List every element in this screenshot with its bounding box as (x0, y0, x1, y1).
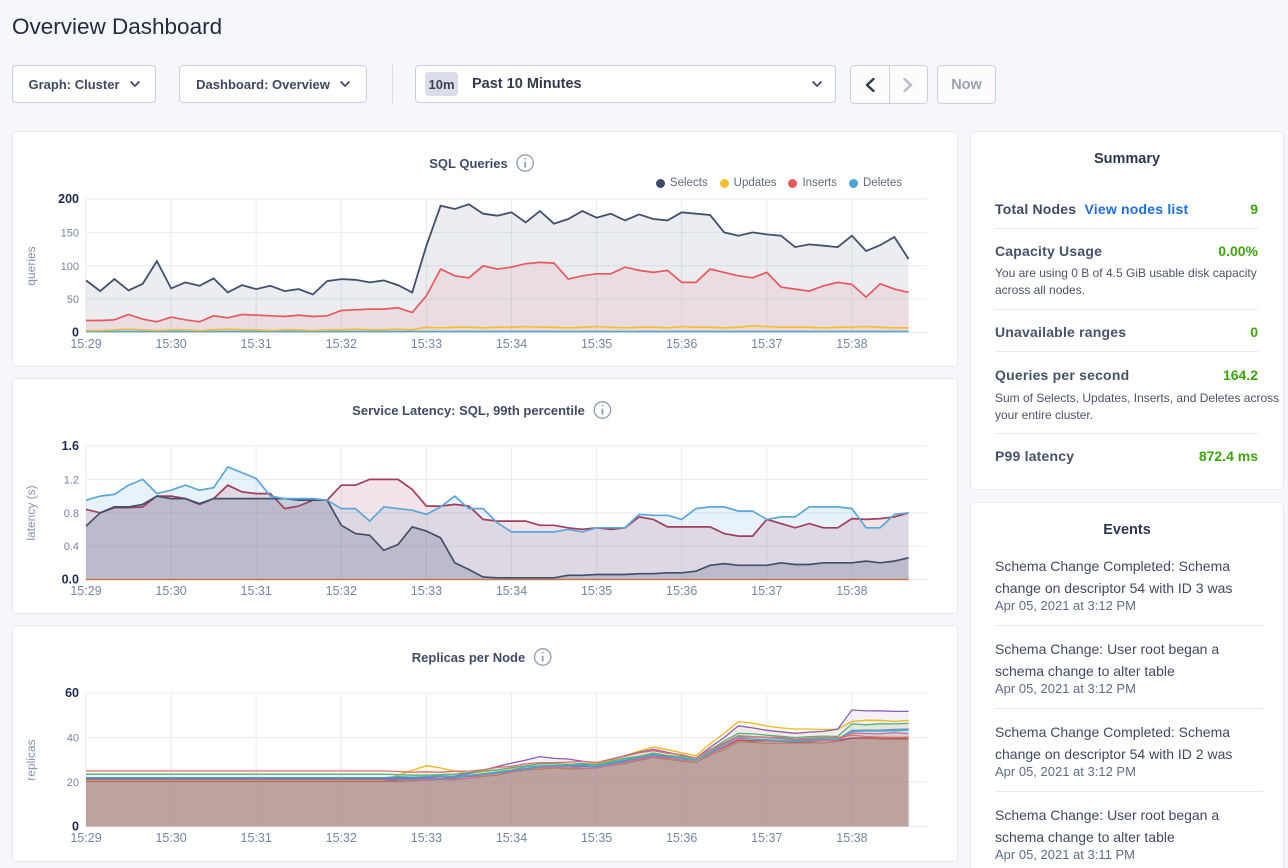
svg-text:15:32: 15:32 (326, 584, 357, 598)
svg-text:15:38: 15:38 (836, 831, 867, 845)
svg-text:15:32: 15:32 (326, 831, 357, 845)
svg-text:15:30: 15:30 (155, 337, 186, 351)
svg-text:15:35: 15:35 (581, 337, 612, 351)
svg-text:0: 0 (72, 820, 79, 834)
svg-text:queries: queries (24, 246, 38, 285)
svg-text:15:36: 15:36 (666, 337, 697, 351)
svg-text:15:31: 15:31 (241, 337, 272, 351)
svg-text:15:37: 15:37 (751, 831, 782, 845)
svg-text:0.0: 0.0 (62, 573, 79, 587)
svg-text:15:31: 15:31 (241, 831, 272, 845)
svg-text:15:30: 15:30 (155, 584, 186, 598)
svg-text:15:38: 15:38 (836, 337, 867, 351)
svg-text:SQL Queries: SQL Queries (429, 156, 508, 171)
svg-text:15:34: 15:34 (496, 337, 527, 351)
svg-text:0.4: 0.4 (64, 541, 79, 553)
svg-text:150: 150 (61, 227, 79, 239)
svg-text:15:36: 15:36 (666, 831, 697, 845)
svg-text:15:33: 15:33 (411, 584, 442, 598)
svg-text:15:33: 15:33 (411, 337, 442, 351)
svg-text:replicas: replicas (24, 739, 38, 780)
svg-text:15:30: 15:30 (155, 831, 186, 845)
svg-text:50: 50 (67, 294, 79, 306)
svg-text:200: 200 (58, 192, 79, 206)
svg-text:15:32: 15:32 (326, 337, 357, 351)
svg-text:15:38: 15:38 (836, 584, 867, 598)
svg-text:15:29: 15:29 (70, 584, 101, 598)
svg-text:1.6: 1.6 (62, 439, 79, 453)
svg-text:20: 20 (67, 777, 79, 789)
svg-text:0: 0 (72, 326, 79, 340)
svg-text:15:35: 15:35 (581, 584, 612, 598)
svg-text:Replicas per Node: Replicas per Node (412, 650, 525, 665)
svg-text:40: 40 (67, 733, 79, 745)
svg-text:15:37: 15:37 (751, 337, 782, 351)
svg-text:15:37: 15:37 (751, 584, 782, 598)
svg-text:15:34: 15:34 (496, 584, 527, 598)
svg-text:latency (s): latency (s) (24, 485, 38, 540)
svg-text:0.8: 0.8 (64, 508, 79, 520)
svg-text:60: 60 (65, 686, 79, 700)
svg-text:15:34: 15:34 (496, 831, 527, 845)
svg-text:15:33: 15:33 (411, 831, 442, 845)
svg-text:15:36: 15:36 (666, 584, 697, 598)
svg-text:15:35: 15:35 (581, 831, 612, 845)
svg-text:Service Latency: SQL, 99th per: Service Latency: SQL, 99th percentile (352, 403, 585, 418)
svg-text:1.2: 1.2 (64, 474, 79, 486)
svg-text:100: 100 (61, 261, 79, 273)
svg-text:15:29: 15:29 (70, 831, 101, 845)
svg-text:15:29: 15:29 (70, 337, 101, 351)
svg-text:15:31: 15:31 (241, 584, 272, 598)
